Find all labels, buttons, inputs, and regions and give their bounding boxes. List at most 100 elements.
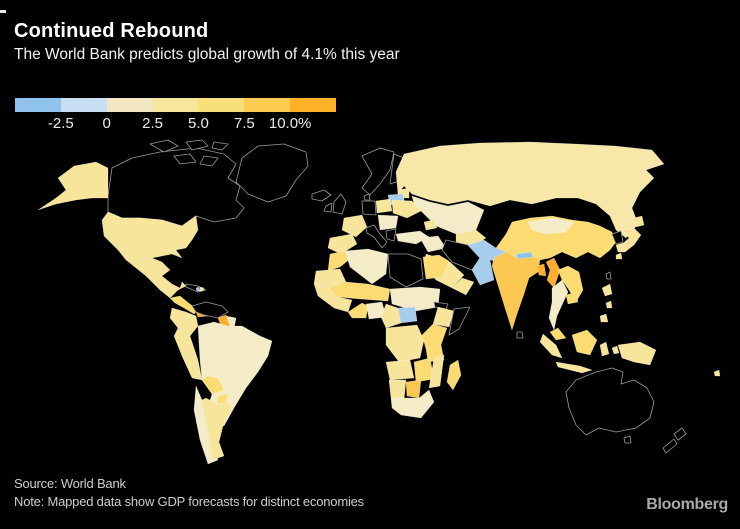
country-west-africa	[313, 283, 353, 313]
country-venezuela	[191, 301, 229, 319]
country-morocco	[327, 250, 351, 272]
legend-segment	[106, 98, 153, 112]
country-haiti	[195, 286, 201, 292]
country-uk	[332, 193, 347, 215]
country-cameroon-car	[380, 303, 402, 329]
country-australia	[565, 367, 655, 436]
country-papua	[617, 341, 657, 366]
legend-bar	[15, 98, 337, 112]
country-mozambique	[428, 354, 445, 389]
country-ethiopia	[432, 306, 455, 328]
legend-tick-label: 10.0%	[268, 115, 312, 132]
country-borneo	[571, 329, 598, 356]
country-vietnam-laos	[557, 265, 584, 303]
country-japan	[620, 227, 642, 253]
country-yemen-oman	[451, 277, 475, 296]
legend-tick-label: -2.5	[47, 115, 74, 132]
country-fiji	[713, 369, 721, 377]
country-new-zealand	[662, 438, 678, 454]
country-chile	[193, 385, 219, 465]
country-greenland	[235, 143, 309, 203]
country-madagascar	[446, 359, 462, 391]
country-namibia	[388, 379, 407, 401]
country-botswana	[405, 379, 422, 399]
country-japan	[633, 215, 645, 228]
country-colombia	[169, 307, 199, 337]
country-ireland	[323, 202, 333, 213]
country-java	[555, 361, 593, 374]
legend-segment	[290, 98, 337, 112]
source-text: Source: World Bank	[14, 476, 126, 491]
legend-labels: -2.5 0 2.5 5.0 7.5 10.0%	[15, 115, 336, 135]
country-denmark	[363, 193, 371, 201]
country-canada-arctic	[211, 141, 229, 151]
country-italy	[365, 224, 388, 249]
country-balkans	[377, 214, 399, 231]
country-argentina	[201, 397, 233, 461]
country-algeria	[344, 248, 389, 285]
country-south-sudan	[397, 306, 418, 324]
country-philippines	[599, 313, 609, 323]
country-iberia	[327, 233, 358, 255]
note-text: Note: Mapped data show GDP forecasts for…	[14, 494, 364, 509]
corner-tick	[0, 10, 6, 13]
country-nepal	[515, 251, 534, 260]
legend-tick-label: 5.0	[187, 115, 209, 132]
country-canada-arctic	[199, 155, 219, 167]
country-philippines	[601, 283, 613, 297]
country-poland	[375, 198, 393, 214]
country-libya	[387, 253, 424, 288]
country-philippines	[605, 300, 613, 309]
country-alaska	[37, 161, 109, 211]
country-bolivia	[201, 375, 225, 395]
chart-subtitle: The World Bank predicts global growth of…	[14, 46, 400, 63]
country-sumatra	[539, 333, 563, 359]
country-malaysia	[549, 327, 567, 341]
legend-tick-label: 7.5	[233, 115, 255, 132]
country-drc	[385, 324, 425, 363]
legend-tick-label: 2.5	[142, 115, 163, 132]
legend-segment	[15, 98, 61, 112]
country-sri-lanka	[516, 331, 524, 339]
country-afghanistan-pakistan	[467, 239, 507, 286]
country-tasmania	[623, 435, 632, 444]
country-angola	[385, 359, 415, 381]
country-egypt	[422, 254, 450, 280]
country-ghana-ivory-coast	[347, 302, 369, 319]
legend-segment	[198, 98, 245, 112]
country-dominican-republic	[199, 286, 205, 292]
country-germany	[361, 200, 377, 216]
country-new-zealand	[673, 427, 687, 441]
country-iceland	[311, 189, 332, 202]
legend-tick-label: 0	[102, 115, 111, 132]
world-map-svg	[37, 139, 721, 465]
country-india	[491, 251, 541, 331]
country-canada-arctic	[173, 153, 197, 165]
country-cambodia	[565, 291, 579, 305]
country-canada	[107, 147, 245, 227]
legend-segment	[60, 98, 107, 112]
country-peru	[173, 327, 203, 381]
legend-segment	[152, 98, 199, 112]
country-sulawesi	[599, 341, 610, 357]
country-mali-niger	[329, 281, 391, 302]
country-caucasus	[423, 219, 438, 231]
country-south-africa	[390, 389, 435, 419]
country-greece	[385, 228, 397, 242]
country-moluccas	[611, 345, 620, 355]
country-kenya-tanzania	[421, 323, 448, 350]
bloomberg-logo: Bloomberg	[646, 496, 728, 513]
country-thailand	[548, 279, 569, 331]
country-north-korea	[611, 230, 624, 245]
country-somalia	[448, 306, 471, 336]
country-canada-arctic	[149, 139, 179, 153]
country-japan	[615, 252, 623, 260]
world-map	[0, 138, 740, 470]
country-canada-arctic	[185, 139, 209, 151]
country-norway-sweden	[361, 147, 395, 196]
legend-segment	[244, 98, 291, 112]
country-mexico	[117, 249, 187, 299]
country-taiwan	[605, 271, 612, 280]
chart-title: Continued Rebound	[14, 20, 209, 42]
country-france	[341, 214, 368, 238]
